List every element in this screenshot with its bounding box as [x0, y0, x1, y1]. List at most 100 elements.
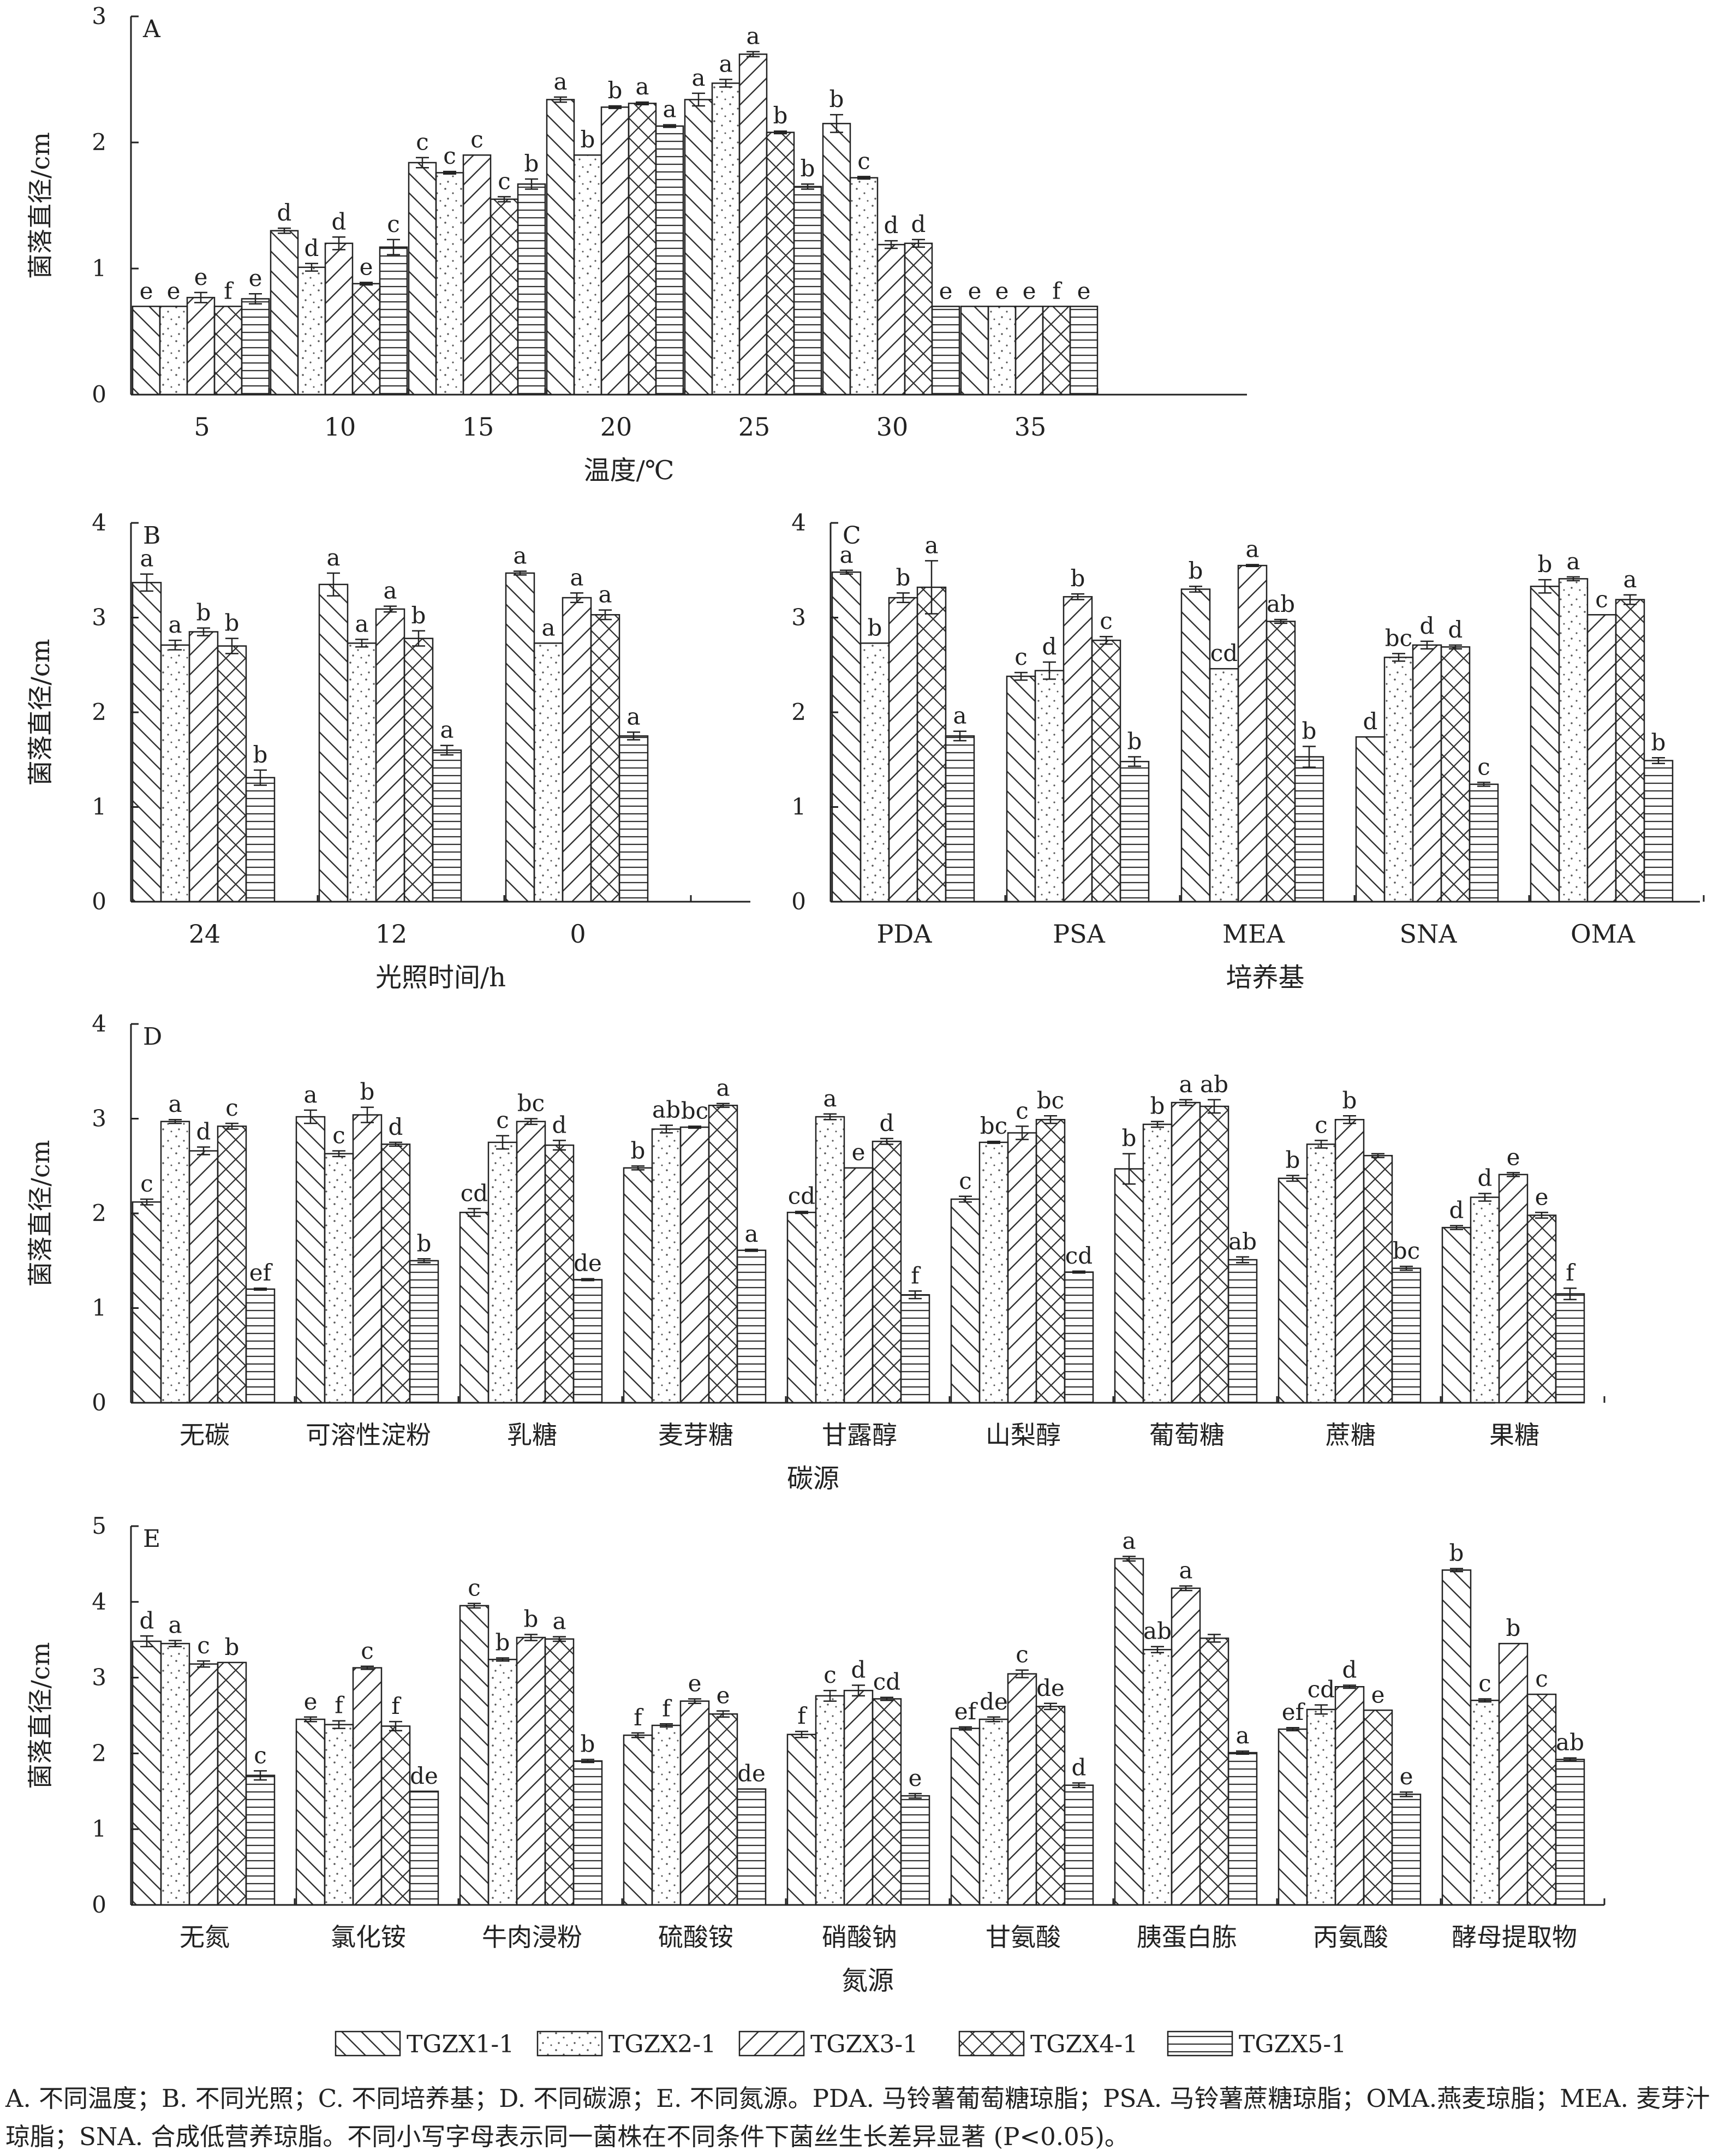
significance-label: a	[626, 703, 640, 730]
significance-label: d	[552, 1111, 567, 1138]
x-tick-label: 麦芽糖	[658, 1420, 733, 1450]
significance-label: ab	[1267, 591, 1295, 617]
significance-label: a	[953, 702, 966, 729]
significance-label: cd	[788, 1183, 815, 1210]
significance-label: e	[968, 277, 982, 304]
significance-label: de	[410, 1762, 438, 1789]
significance-label: b	[225, 1634, 240, 1660]
significance-label: b	[524, 1605, 539, 1632]
x-tick-label: 蔗糖	[1326, 1420, 1376, 1450]
bar	[573, 154, 602, 396]
bar	[1440, 646, 1471, 903]
significance-label: d	[1042, 633, 1057, 660]
significance-label: f	[634, 1704, 644, 1731]
bar	[931, 306, 960, 396]
x-tick-label: 硝酸钠	[822, 1922, 897, 1952]
bar	[318, 583, 349, 903]
significance-label: b	[225, 610, 240, 636]
bar	[1227, 1259, 1258, 1404]
figure-caption: A. 不同温度；B. 不同光照；C. 不同培养基；D. 不同碳源；E. 不同氮源…	[5, 2080, 1714, 2156]
bar	[1526, 1693, 1557, 1906]
x-tick-label: 25	[738, 412, 771, 442]
significance-label: a	[1179, 1557, 1192, 1584]
bar	[241, 298, 270, 396]
legend-label: TGZX3-1	[810, 2030, 918, 2058]
bar	[815, 1116, 845, 1404]
legend-label: TGZX2-1	[608, 2030, 716, 2058]
bar	[295, 1116, 326, 1404]
significance-label: d	[1448, 616, 1463, 643]
significance-label: b	[581, 1731, 595, 1758]
bar	[1363, 1154, 1393, 1404]
bar	[651, 1128, 682, 1404]
bar	[1391, 1267, 1422, 1404]
bar	[1558, 578, 1589, 903]
bar	[1615, 599, 1645, 903]
x-tick-label: 甘氨酸	[986, 1922, 1061, 1952]
bar	[1014, 306, 1044, 396]
significance-label: bc	[1037, 1087, 1064, 1113]
significance-label: a	[746, 23, 760, 50]
legend-swatch	[335, 2030, 401, 2057]
significance-label: d	[1449, 1197, 1464, 1224]
bar	[324, 242, 354, 396]
x-axis-label: 光照时间/h	[375, 962, 506, 993]
significance-label: a	[541, 614, 555, 641]
significance-label: a	[1179, 1071, 1192, 1098]
y-tick-label: 2	[791, 699, 806, 725]
bar	[950, 1728, 981, 1906]
significance-label: c	[1315, 1111, 1328, 1138]
bar	[1526, 1214, 1557, 1404]
bar	[1171, 1587, 1201, 1906]
legend-swatch	[958, 2030, 1025, 2057]
significance-label: d	[389, 1113, 403, 1140]
x-tick-label: 山梨醇	[986, 1420, 1061, 1450]
x-axis-label: 碳源	[787, 1463, 839, 1494]
bar	[978, 1141, 1009, 1404]
legend-item: TGZX2-1	[536, 2030, 716, 2058]
significance-label: ab	[1556, 1729, 1584, 1756]
bar	[1643, 760, 1674, 903]
bar	[517, 183, 546, 396]
x-tick-label: 10	[324, 412, 356, 442]
significance-label: c	[1595, 586, 1608, 612]
significance-label: e	[1400, 1763, 1413, 1790]
significance-label: ab	[652, 1097, 681, 1123]
significance-label: bc	[980, 1112, 1007, 1139]
bar	[1237, 564, 1268, 903]
significance-label: e	[688, 1670, 702, 1696]
y-tick-label: 1	[92, 255, 106, 282]
x-tick-label: PDA	[876, 919, 932, 949]
significance-label: f	[662, 1695, 672, 1722]
bar	[459, 1605, 490, 1906]
bar	[132, 1640, 162, 1906]
significance-label: e	[1023, 277, 1036, 304]
legend-item: TGZX5-1	[1167, 2030, 1346, 2058]
significance-label: a	[383, 577, 397, 604]
legend-swatch	[738, 2030, 805, 2057]
significance-label: a	[1122, 1528, 1136, 1555]
significance-label: e	[360, 253, 373, 280]
significance-label: b	[1449, 1540, 1464, 1567]
bar	[872, 1698, 902, 1906]
significance-label: b	[868, 614, 882, 641]
significance-label: b	[360, 1079, 375, 1105]
bar	[1383, 657, 1414, 903]
bar	[738, 53, 768, 396]
legend-label: TGZX4-1	[1030, 2030, 1138, 2058]
bar	[1266, 621, 1296, 903]
significance-label: f	[797, 1702, 808, 1729]
significance-label: a	[924, 532, 938, 558]
significance-label: f	[1566, 1259, 1576, 1286]
bar	[1119, 760, 1150, 903]
bar	[786, 1734, 817, 1906]
significance-label: a	[719, 51, 732, 78]
x-tick-label: 丙氨酸	[1313, 1922, 1388, 1952]
significance-label: ab	[1143, 1618, 1172, 1645]
bar	[132, 306, 161, 396]
bar	[544, 1638, 575, 1906]
x-tick-label: 可溶性淀粉	[306, 1420, 431, 1450]
caption-line-2: 燕麦琼脂；MEA. 麦芽汁琼脂；SNA. 合成低营养琼脂。不同小写字母表示同一菌…	[5, 2084, 1710, 2151]
bar	[679, 1126, 710, 1404]
bar	[408, 162, 437, 396]
